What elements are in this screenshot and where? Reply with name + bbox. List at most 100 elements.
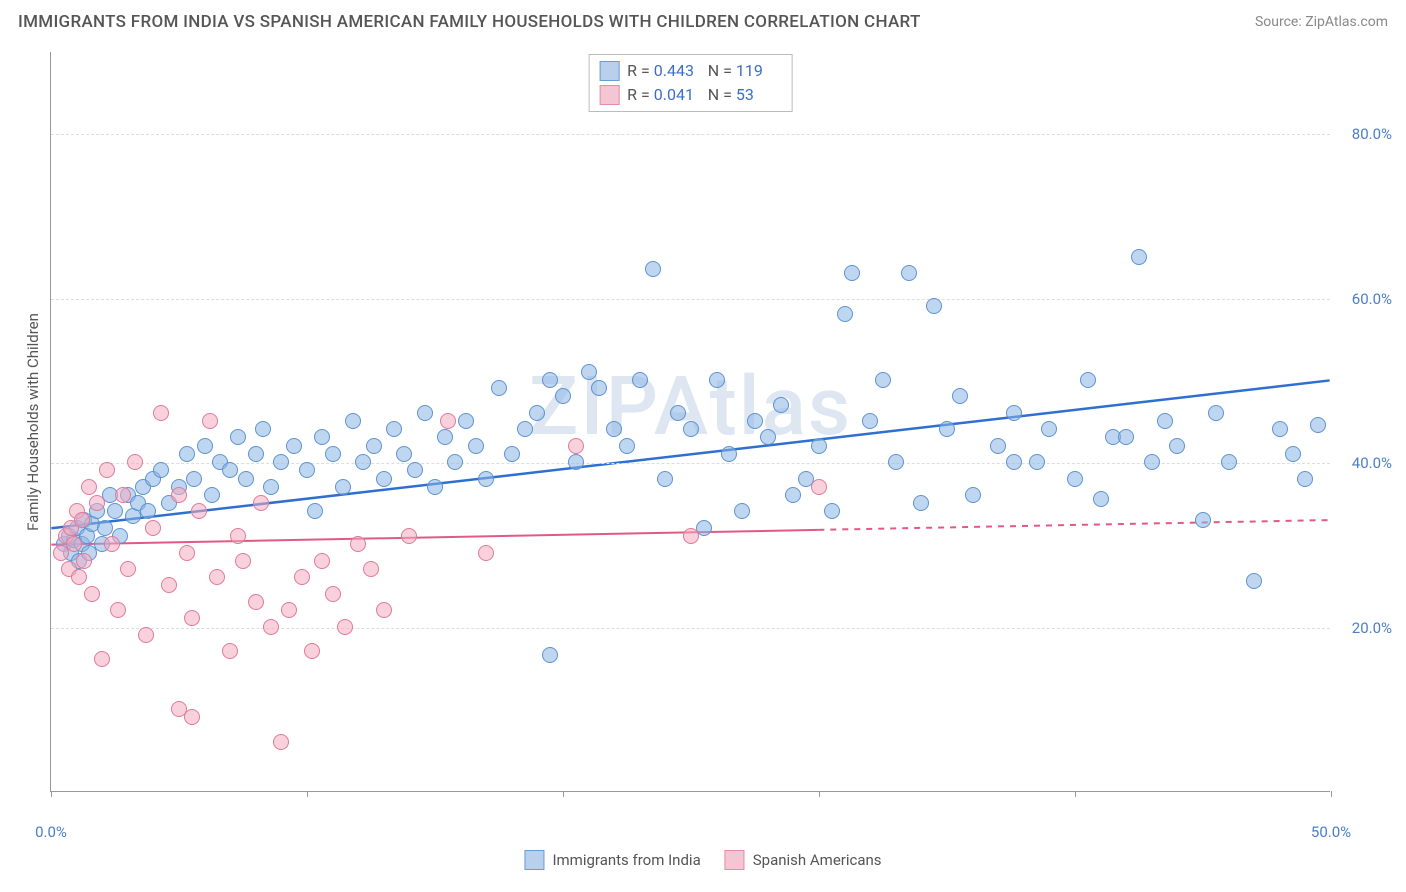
data-point xyxy=(120,561,136,577)
data-point xyxy=(238,471,254,487)
data-point xyxy=(440,413,456,429)
data-point xyxy=(110,602,126,618)
data-point xyxy=(773,397,789,413)
data-point xyxy=(468,438,484,454)
x-tick-label: 0.0% xyxy=(35,823,67,841)
data-point xyxy=(1080,372,1096,388)
data-point xyxy=(721,446,737,462)
data-point xyxy=(1297,471,1313,487)
data-point xyxy=(386,421,402,437)
data-point xyxy=(337,619,353,635)
data-point xyxy=(304,643,320,659)
data-point xyxy=(314,553,330,569)
data-point xyxy=(366,438,382,454)
y-tick-label: 20.0% xyxy=(1336,619,1392,637)
data-point xyxy=(74,512,90,528)
data-point xyxy=(844,265,860,281)
data-point xyxy=(248,446,264,462)
data-point xyxy=(104,536,120,552)
data-point xyxy=(1067,471,1083,487)
data-point xyxy=(824,503,840,519)
data-point xyxy=(184,709,200,725)
data-point xyxy=(785,487,801,503)
x-tick-mark xyxy=(819,791,820,797)
legend-item: Immigrants from India xyxy=(524,850,700,870)
data-point xyxy=(1157,413,1173,429)
data-point xyxy=(140,503,156,519)
data-point xyxy=(437,429,453,445)
data-point xyxy=(811,438,827,454)
data-point xyxy=(670,405,686,421)
data-point xyxy=(901,265,917,281)
data-point xyxy=(263,619,279,635)
data-point xyxy=(222,643,238,659)
data-point xyxy=(1195,512,1211,528)
data-point xyxy=(84,586,100,602)
legend-label: Spanish Americans xyxy=(753,851,882,869)
legend-swatch xyxy=(599,61,619,81)
data-point xyxy=(875,372,891,388)
data-point xyxy=(1310,417,1326,433)
x-tick-label: 50.0% xyxy=(1311,823,1351,841)
data-point xyxy=(568,438,584,454)
data-point xyxy=(965,487,981,503)
data-point xyxy=(363,561,379,577)
data-point xyxy=(657,471,673,487)
data-point xyxy=(171,487,187,503)
data-point xyxy=(862,413,878,429)
data-point xyxy=(913,495,929,511)
data-point xyxy=(263,479,279,495)
data-point xyxy=(153,405,169,421)
x-tick-mark xyxy=(1331,791,1332,797)
data-point xyxy=(407,462,423,478)
data-point xyxy=(281,602,297,618)
data-point xyxy=(447,454,463,470)
data-point xyxy=(345,413,361,429)
data-point xyxy=(273,454,289,470)
data-point xyxy=(1144,454,1160,470)
data-point xyxy=(734,503,750,519)
data-point xyxy=(186,471,202,487)
correlation-text: R =0.041 N =53 xyxy=(627,83,782,107)
data-point xyxy=(458,413,474,429)
data-point xyxy=(760,429,776,445)
data-point xyxy=(235,553,251,569)
data-point xyxy=(1221,454,1237,470)
data-point xyxy=(145,520,161,536)
chart-title: IMMIGRANTS FROM INDIA VS SPANISH AMERICA… xyxy=(18,12,921,32)
data-point xyxy=(517,421,533,437)
data-point xyxy=(683,421,699,437)
data-point xyxy=(76,553,92,569)
data-point xyxy=(568,454,584,470)
data-point xyxy=(1131,249,1147,265)
legend-swatch xyxy=(599,85,619,105)
data-point xyxy=(709,372,725,388)
data-point xyxy=(191,503,207,519)
x-tick-mark xyxy=(563,791,564,797)
data-point xyxy=(179,545,195,561)
data-point xyxy=(645,261,661,277)
legend-label: Immigrants from India xyxy=(552,851,700,869)
data-point xyxy=(115,487,131,503)
data-point xyxy=(307,503,323,519)
data-point xyxy=(350,536,366,552)
data-point xyxy=(153,462,169,478)
data-point xyxy=(478,471,494,487)
x-tick-mark xyxy=(1075,791,1076,797)
data-point xyxy=(747,413,763,429)
data-point xyxy=(478,545,494,561)
data-point xyxy=(248,594,264,610)
data-point xyxy=(230,528,246,544)
data-point xyxy=(1246,573,1262,589)
correlation-row: R =0.443 N =119 xyxy=(599,59,782,83)
data-point xyxy=(94,651,110,667)
data-point xyxy=(71,569,87,585)
data-point xyxy=(1285,446,1301,462)
data-point xyxy=(197,438,213,454)
y-axis-label: Family Households with Children xyxy=(24,313,42,531)
data-point xyxy=(417,405,433,421)
data-point xyxy=(1272,421,1288,437)
data-point xyxy=(491,380,507,396)
data-point xyxy=(204,487,220,503)
data-point xyxy=(255,421,271,437)
